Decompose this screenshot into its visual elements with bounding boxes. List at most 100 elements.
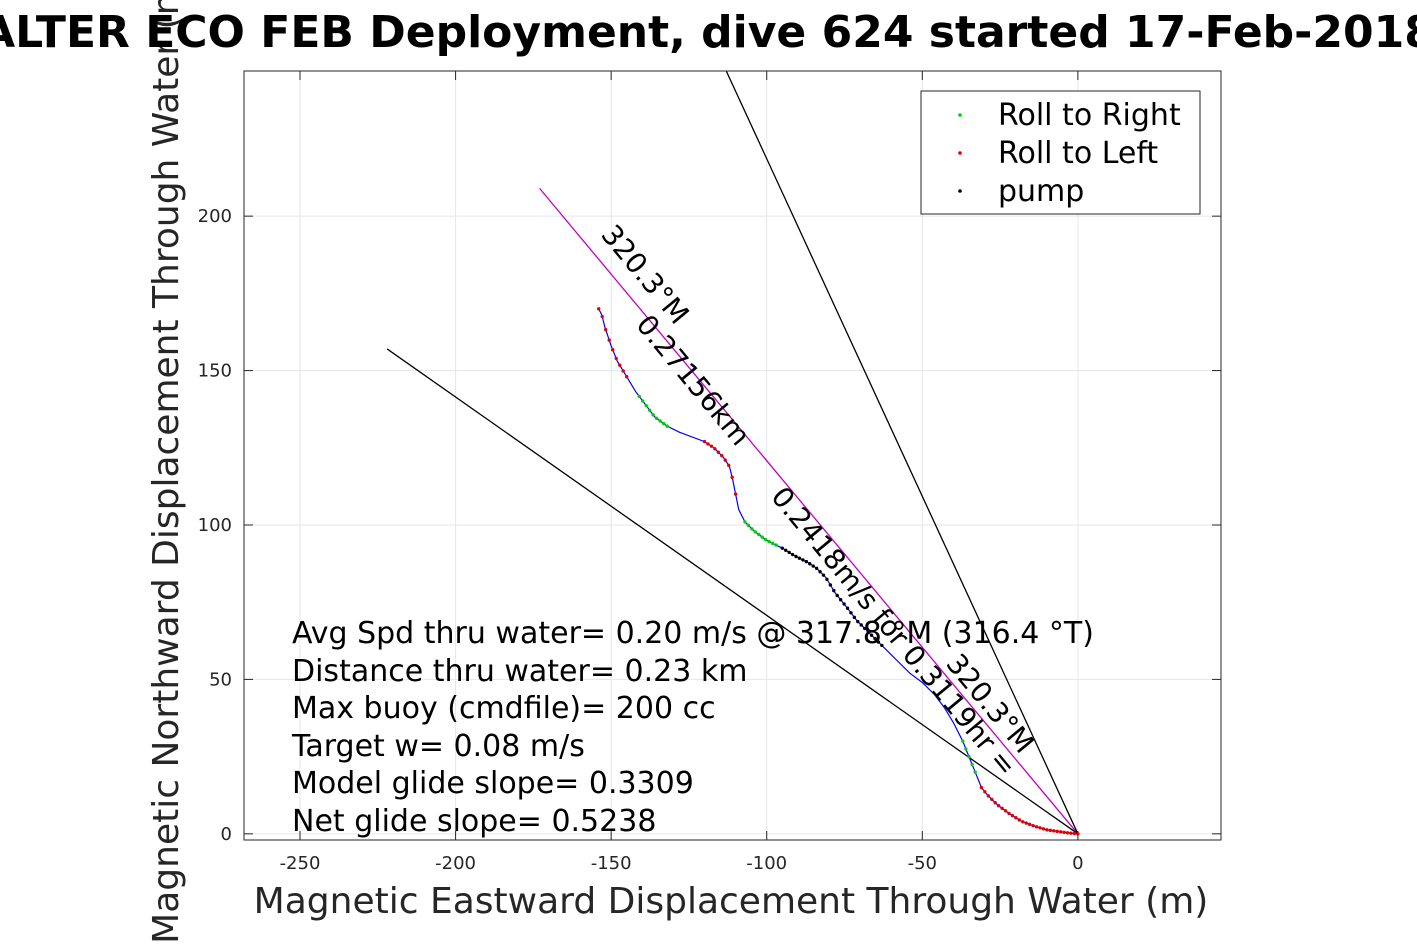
roll-left-marker — [979, 785, 984, 790]
pump-marker — [780, 546, 784, 550]
x-tick-label: -100 — [746, 853, 787, 874]
stat-net-glide: Net glide slope= 0.5238 — [292, 804, 656, 839]
stat-avg-speed: Avg Spd thru water= 0.20 m/s @ 317.8 °M … — [292, 616, 1094, 651]
roll-left-marker — [730, 475, 734, 479]
stat-distance: Distance thru water= 0.23 km — [292, 654, 747, 689]
roll-left-marker — [611, 348, 615, 352]
roll-left-marker — [1031, 823, 1035, 828]
roll-left-marker — [990, 797, 994, 801]
x-tick-label: 0 — [1072, 853, 1083, 874]
roll-right-marker — [767, 539, 771, 544]
legend-marker-pump — [958, 189, 962, 193]
pump-marker — [880, 643, 884, 648]
pump-marker — [856, 619, 860, 624]
pump-marker — [842, 602, 846, 606]
pump-marker — [790, 552, 795, 557]
roll-left-marker — [1034, 825, 1039, 829]
roll-left-marker — [1024, 821, 1028, 825]
pump-marker — [845, 606, 850, 610]
chart-title: ALTER ECO FEB Deployment, dive 624 start… — [0, 7, 1417, 58]
pump-marker — [873, 636, 877, 641]
pump-marker — [835, 593, 839, 598]
roll-right-marker — [750, 527, 754, 531]
roll-left-marker — [607, 338, 611, 342]
x-axis-label: Magnetic Eastward Displacement Through W… — [254, 881, 1209, 922]
pump-marker — [862, 626, 867, 631]
roll-right-marker — [665, 424, 669, 428]
pump-marker — [801, 558, 805, 562]
pump-marker — [811, 564, 815, 568]
roll-right-marker — [970, 762, 974, 767]
roll-left-marker — [1069, 831, 1073, 835]
pump-marker — [797, 556, 802, 560]
legend-label-pump: pump — [998, 174, 1084, 209]
roll-left-marker — [996, 804, 1001, 808]
roll-right-marker — [654, 416, 659, 421]
roll-right-marker — [757, 532, 761, 537]
roll-left-marker — [1062, 830, 1066, 835]
roll-left-marker — [1072, 831, 1077, 836]
roll-left-marker — [1010, 813, 1015, 818]
cone-line-2 — [386, 348, 1079, 835]
roll-right-marker — [774, 543, 778, 547]
roll-left-marker — [1041, 827, 1046, 831]
roll-left-marker — [1021, 820, 1025, 824]
roll-right-marker — [770, 541, 775, 546]
axis-ticks: -250 -200 -150 -100 -50 0 0 50 100 150 200 — [198, 71, 1221, 874]
x-tick-label: -50 — [908, 853, 937, 874]
pump-marker — [804, 559, 809, 564]
roll-left-marker — [726, 463, 731, 467]
legend-label-roll-right: Roll to Right — [998, 98, 1181, 133]
pump-marker — [866, 630, 870, 634]
roll-left-marker — [600, 314, 604, 319]
roll-left-marker — [1017, 818, 1022, 822]
reference-lines — [386, 70, 1079, 835]
roll-right-marker — [964, 747, 968, 751]
roll-left-marker — [618, 363, 622, 367]
pump-marker — [832, 588, 836, 593]
roll-right-marker — [661, 421, 666, 426]
roll-left-marker — [709, 444, 714, 448]
roll-left-marker — [702, 439, 707, 444]
pump-marker — [818, 570, 822, 574]
stat-model-glide: Model glide slope= 0.3309 — [292, 766, 694, 801]
pump-marker — [838, 598, 843, 602]
roll-right-marker — [743, 520, 747, 524]
roll-left-marker — [1000, 806, 1004, 810]
pump-marker — [849, 611, 853, 615]
roll-right-marker — [640, 399, 645, 403]
roll-left-marker — [1045, 828, 1049, 832]
roll-left-marker — [597, 307, 601, 311]
roll-left-marker — [983, 790, 987, 794]
x-tick-label: -200 — [435, 853, 476, 874]
roll-left-marker — [625, 375, 629, 379]
y-axis-label: Magnetic Northward Displacement Through … — [146, 0, 187, 944]
roll-left-marker — [716, 450, 721, 454]
roll-right-marker — [967, 754, 971, 759]
pump-marker — [808, 562, 812, 566]
pump-marker — [828, 583, 833, 587]
roll-right-marker — [658, 419, 662, 423]
roll-markers — [597, 307, 1080, 836]
roll-right-marker — [760, 535, 764, 539]
roll-left-marker — [1014, 816, 1018, 820]
roll-left-marker — [614, 356, 618, 361]
roll-right-marker — [973, 770, 977, 774]
roll-right-marker — [961, 739, 965, 743]
x-tick-label: -150 — [591, 853, 632, 874]
roll-left-marker — [1038, 826, 1042, 830]
y-tick-label: 150 — [198, 361, 232, 382]
roll-left-marker — [1065, 831, 1070, 835]
y-tick-label: 50 — [209, 669, 232, 690]
pump-marker — [821, 573, 826, 577]
roll-left-marker — [713, 447, 717, 451]
legend-marker-roll-right — [958, 113, 962, 117]
pump-marker — [794, 554, 798, 559]
roll-left-marker — [720, 453, 724, 458]
roll-left-marker — [604, 327, 608, 332]
roll-left-marker — [1027, 822, 1032, 827]
roll-right-marker — [763, 537, 768, 542]
roll-left-marker — [1052, 829, 1056, 833]
